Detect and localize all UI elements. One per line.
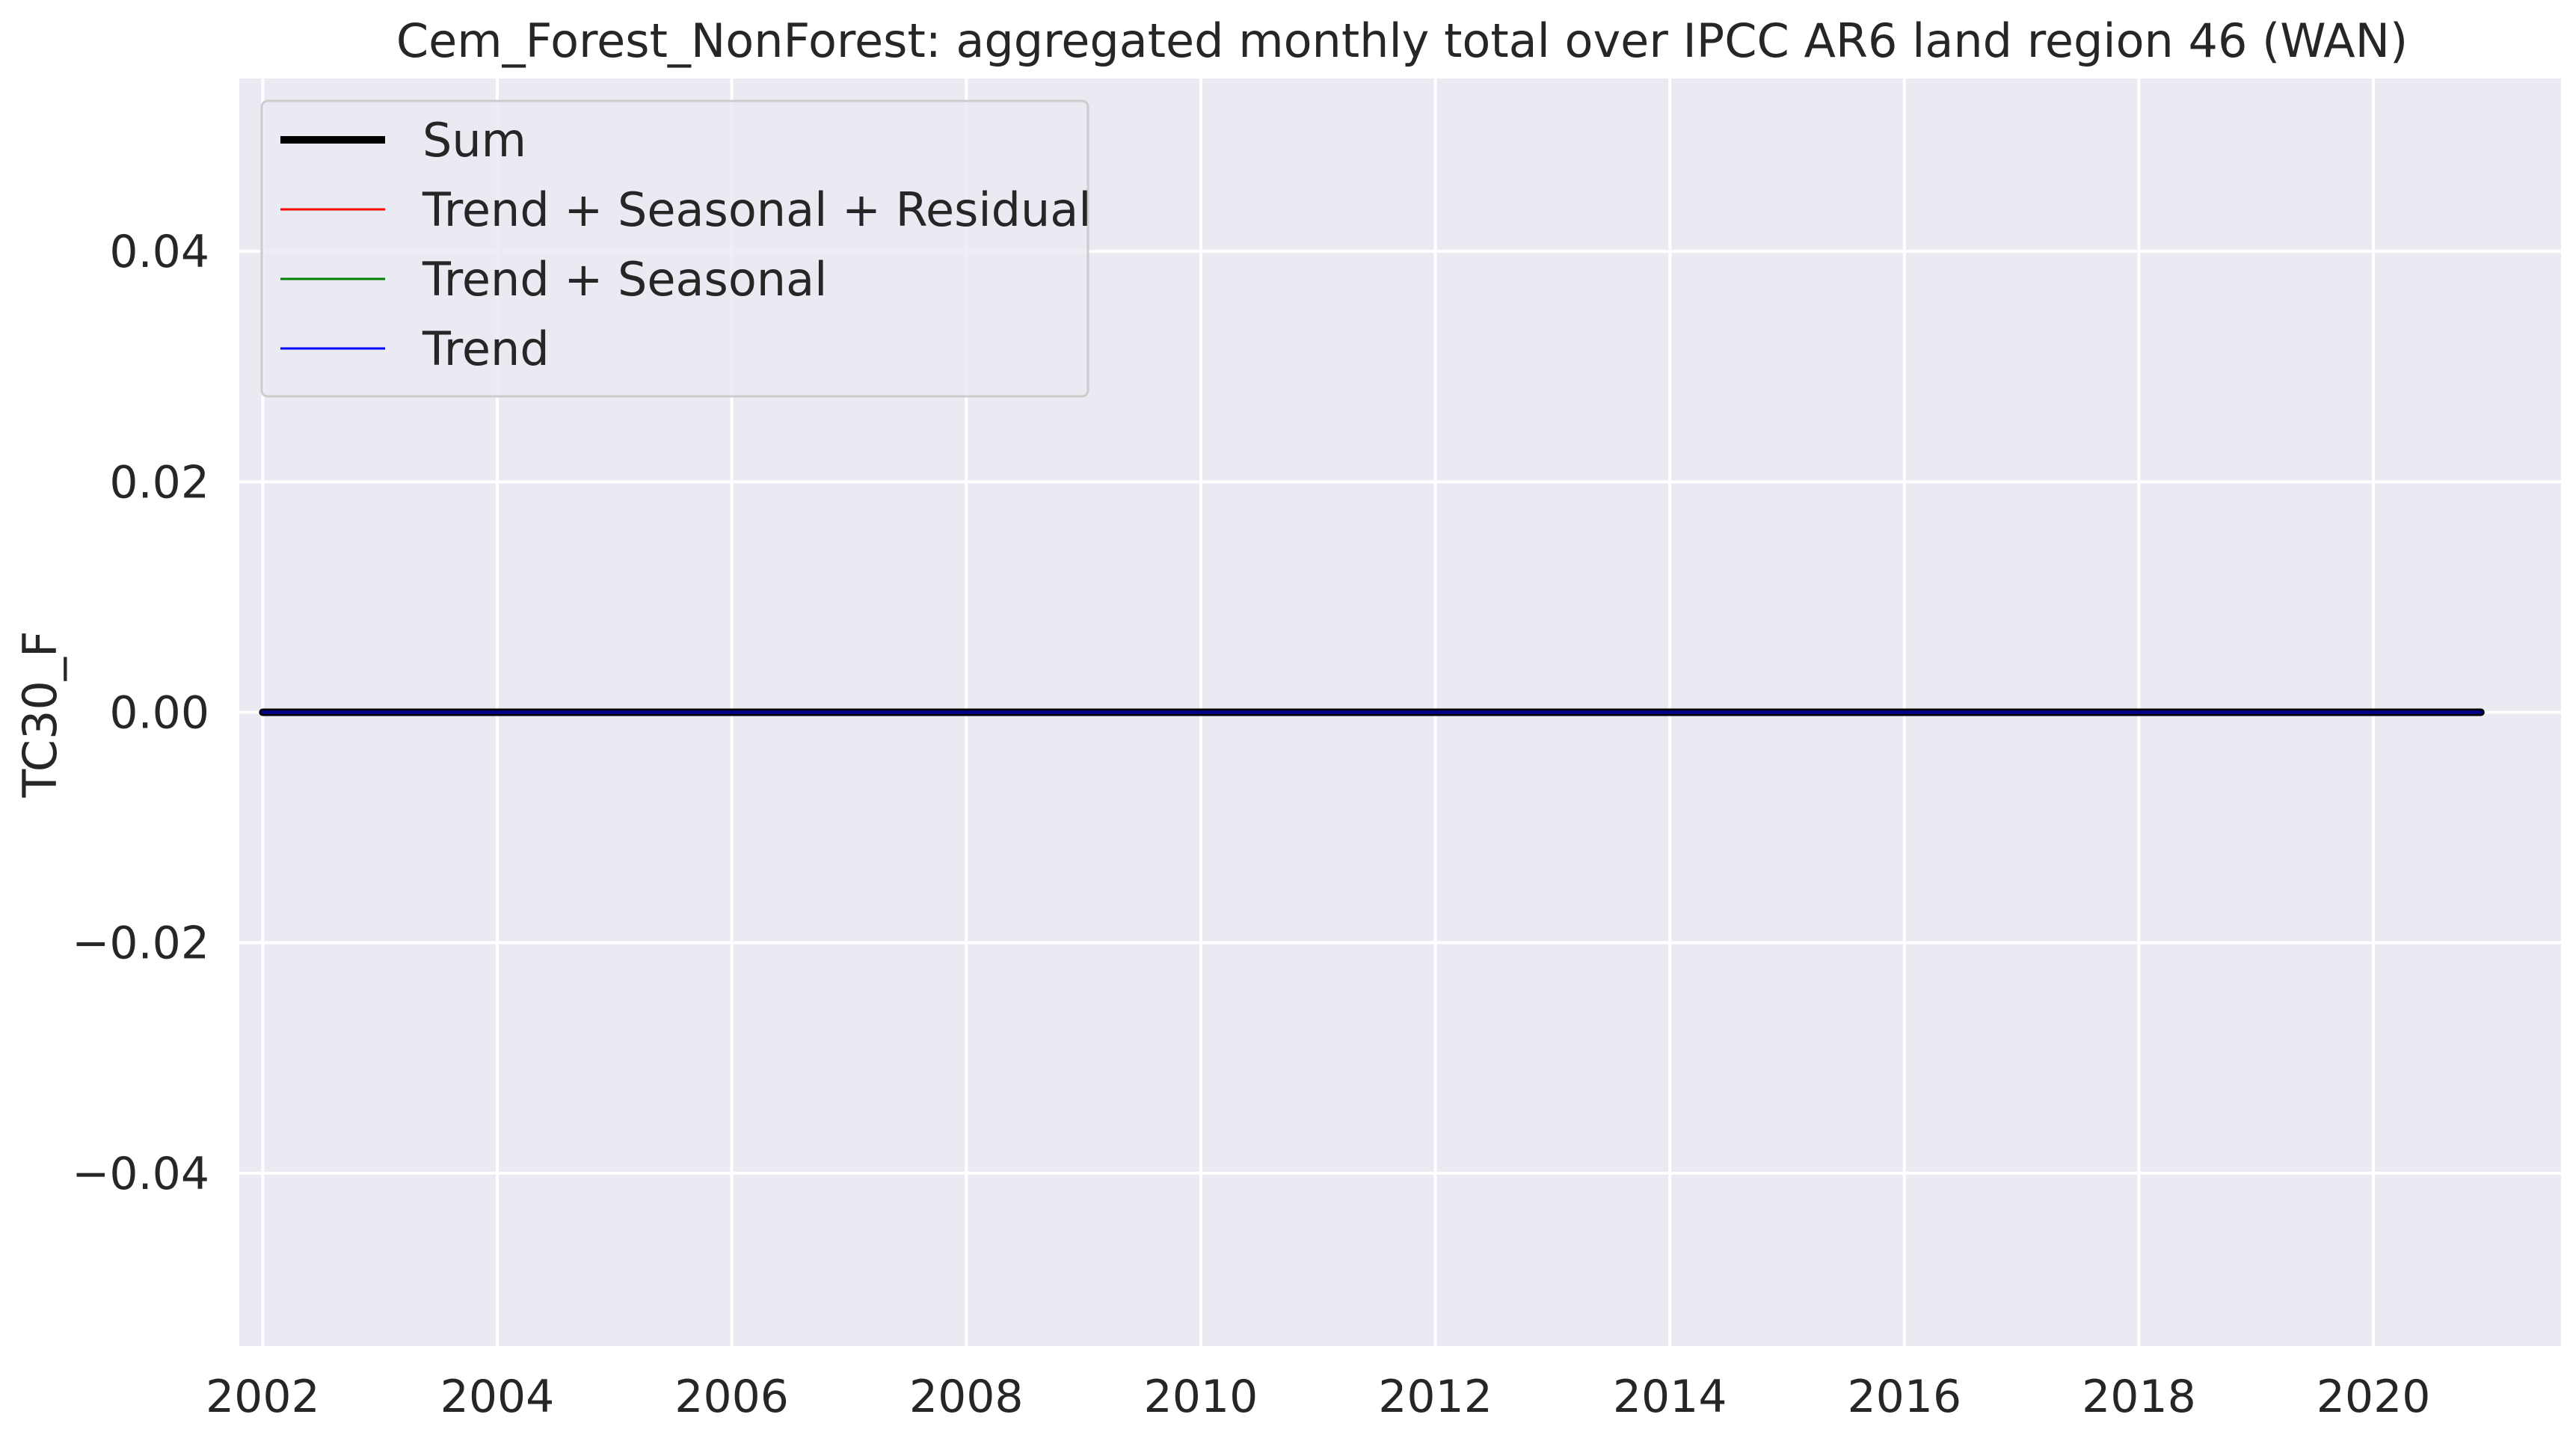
y-tick-label: 0.04 (109, 226, 209, 278)
x-tick-label: 2002 (206, 1371, 320, 1423)
legend-label: Trend + Seasonal (422, 252, 827, 307)
y-axis-label: TC30_F (13, 630, 67, 798)
x-tick-label: 2008 (909, 1371, 1024, 1423)
x-tick-label: 2006 (674, 1371, 789, 1423)
y-tick-label: 0.00 (109, 687, 209, 740)
x-tick-label: 2016 (1847, 1371, 1961, 1423)
legend-label: Trend + Seasonal + Residual (422, 182, 1092, 237)
x-tick-label: 2014 (1613, 1371, 1727, 1423)
y-tick-label: −0.02 (72, 918, 209, 970)
legend-box (260, 99, 1089, 398)
legend: Sum Trend + Seasonal + Residual Trend + Se… (260, 99, 1092, 398)
x-tick-label: 2018 (2082, 1371, 2196, 1423)
x-tick-label: 2012 (1378, 1371, 1493, 1423)
y-axis-ticks: 0.04 0.02 0.00 −0.02 −0.04 (72, 226, 209, 1200)
chart-title: Cem_Forest_NonForest: aggregated monthly… (396, 13, 2408, 68)
x-tick-label: 2004 (440, 1371, 555, 1423)
y-tick-label: 0.02 (109, 456, 209, 509)
x-tick-label: 2020 (2317, 1371, 2431, 1423)
x-axis-ticks: 2002 2004 2006 2008 2010 2012 2014 2016 2018 2020 (206, 1371, 2430, 1423)
legend-label: Sum (422, 113, 526, 168)
y-tick-label: −0.04 (72, 1148, 209, 1200)
x-tick-label: 2010 (1144, 1371, 1258, 1423)
legend-label: Trend (422, 322, 550, 376)
